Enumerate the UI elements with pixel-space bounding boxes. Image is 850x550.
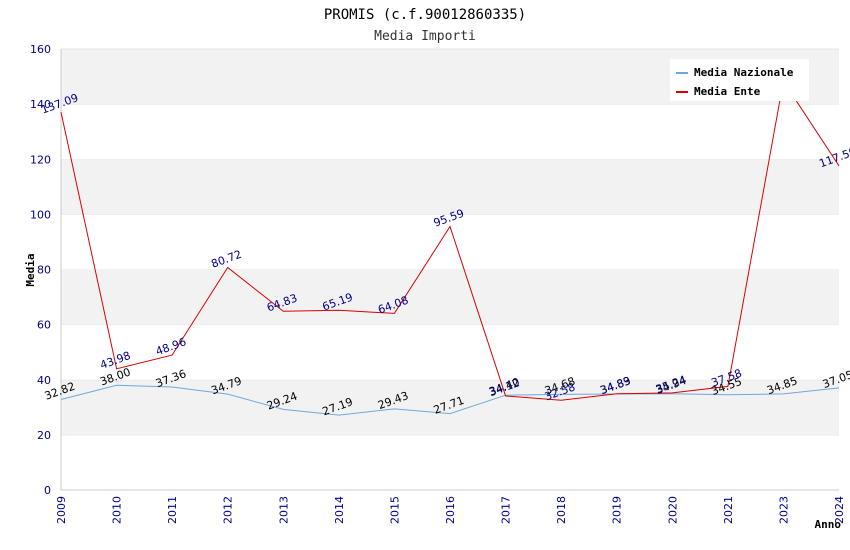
x-axis-label: Anno <box>815 518 842 531</box>
y-tick-label: 120 <box>30 153 51 166</box>
legend-label-nazionale: Media Nazionale <box>694 66 794 79</box>
chart-title: PROMIS (c.f.90012860335) <box>324 7 526 23</box>
y-axis-label: Media <box>24 253 37 286</box>
grid-band <box>61 104 839 160</box>
y-tick-label: 40 <box>37 374 51 387</box>
y-ticks: 0 20 40 60 80 100 120 140 160 <box>30 43 51 497</box>
x-ticks: 2009 2010 2011 2012 2013 2014 2015 2016 2017 2018… <box>55 496 846 524</box>
x-tick-label: 2023 <box>777 496 790 524</box>
x-tick-label: 2024 <box>833 496 846 524</box>
x-tick-label: 2015 <box>388 496 401 524</box>
x-tick-label: 2020 <box>666 496 679 524</box>
x-tick-label: 2010 <box>111 496 124 524</box>
y-tick-label: 160 <box>30 43 51 56</box>
x-tick-label: 2021 <box>722 496 735 524</box>
grid-band <box>61 434 839 490</box>
chart-subtitle: Media Importi <box>374 29 476 44</box>
y-tick-label: 0 <box>44 484 51 497</box>
y-tick-label: 60 <box>37 319 51 332</box>
x-tick-label: 2009 <box>55 496 68 524</box>
x-tick-label: 2011 <box>166 496 179 524</box>
series-line-ente <box>60 79 840 401</box>
x-tick-label: 2012 <box>222 496 235 524</box>
x-tick-label: 2014 <box>333 496 346 524</box>
legend: Media Nazionale Media Ente <box>670 59 809 101</box>
legend-box <box>670 59 809 101</box>
x-tick-label: 2019 <box>611 496 624 524</box>
x-tick-label: 2013 <box>277 496 290 524</box>
y-tick-label: 20 <box>37 429 51 442</box>
series-line-nazionale <box>60 384 840 416</box>
axes <box>60 49 839 491</box>
y-tick-label: 140 <box>30 98 51 111</box>
grid-band <box>61 214 839 270</box>
y-tick-label: 80 <box>37 264 51 277</box>
grid-band <box>61 324 839 380</box>
x-tick-label: 2017 <box>500 496 513 524</box>
legend-label-ente: Media Ente <box>694 85 761 98</box>
grid-bands <box>61 48 839 490</box>
x-tick-label: 2018 <box>555 496 568 524</box>
x-tick-label: 2016 <box>444 496 457 524</box>
grid-band <box>61 269 839 325</box>
y-tick-label: 100 <box>30 208 51 221</box>
grid-band <box>61 159 839 215</box>
series-lines <box>60 79 840 416</box>
